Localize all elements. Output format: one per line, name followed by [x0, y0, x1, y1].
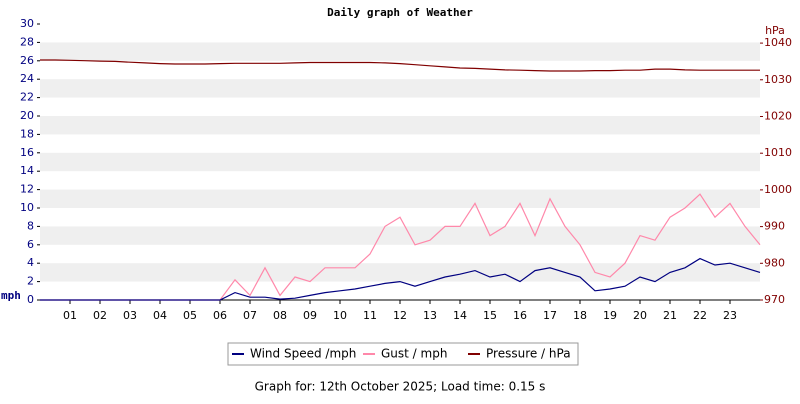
- x-tick-label: 16: [513, 309, 527, 322]
- y-tick-label: 22: [20, 91, 34, 104]
- legend-label: Wind Speed /mph: [250, 347, 356, 361]
- x-tick-label: 21: [663, 309, 677, 322]
- y-axis-label: mph: [1, 289, 21, 302]
- legend-label: Gust / mph: [381, 347, 447, 361]
- x-tick-label: 14: [453, 309, 467, 322]
- x-tick-label: 06: [213, 309, 227, 322]
- y-tick-label: 6: [27, 238, 34, 251]
- y-tick-label: 28: [20, 35, 34, 48]
- x-tick-label: 13: [423, 309, 437, 322]
- grid-band: [40, 116, 760, 135]
- chart-title: Daily graph of Weather: [327, 6, 473, 19]
- x-tick-label: 04: [153, 309, 167, 322]
- x-tick-label: 05: [183, 309, 197, 322]
- grid-band: [40, 189, 760, 208]
- y-tick-label: 30: [20, 17, 34, 30]
- x-tick-label: 18: [573, 309, 587, 322]
- y-tick-label: 18: [20, 127, 34, 140]
- series-line: [40, 257, 761, 301]
- y2-tick-label: 1020: [764, 109, 792, 122]
- y2-tick-label: 970: [764, 293, 785, 306]
- x-tick-label: 10: [333, 309, 347, 322]
- y-tick-label: 8: [27, 219, 34, 232]
- x-tick-label: 09: [303, 309, 317, 322]
- y-tick-label: 10: [20, 201, 34, 214]
- x-tick-label: 08: [273, 309, 287, 322]
- y2-tick-label: 1040: [764, 36, 792, 49]
- x-tick-label: 03: [123, 309, 137, 322]
- y2-tick-label: 1000: [764, 183, 792, 196]
- y-tick-label: 20: [20, 109, 34, 122]
- x-tick-label: 15: [483, 309, 497, 322]
- y2-tick-label: 980: [764, 256, 785, 269]
- x-tick-label: 19: [603, 309, 617, 322]
- x-tick-label: 02: [93, 309, 107, 322]
- y-tick-label: 14: [20, 164, 34, 177]
- legend-label: Pressure / hPa: [486, 347, 571, 361]
- x-tick-label: 23: [723, 309, 737, 322]
- y2-axis-label: hPa: [765, 24, 785, 37]
- x-tick-label: 11: [363, 309, 377, 322]
- grid-band: [40, 42, 760, 61]
- grid-band: [40, 263, 760, 282]
- y-tick-label: 2: [27, 275, 34, 288]
- x-tick-label: 17: [543, 309, 557, 322]
- grid-band: [40, 79, 760, 98]
- y-tick-label: 0: [27, 293, 34, 306]
- y2-tick-label: 990: [764, 220, 785, 233]
- y-tick-label: 12: [20, 183, 34, 196]
- x-tick-label: 12: [393, 309, 407, 322]
- series-line: [40, 59, 760, 72]
- y2-tick-label: 1010: [764, 146, 792, 159]
- series-line: [40, 193, 761, 301]
- y-tick-label: 16: [20, 146, 34, 159]
- grid-band: [40, 226, 760, 245]
- x-tick-label: 22: [693, 309, 707, 322]
- y2-tick-label: 1030: [764, 73, 792, 86]
- x-tick-label: 20: [633, 309, 647, 322]
- footer: Graph for: 12th October 2025; Load time:…: [255, 380, 546, 394]
- grid-band: [40, 152, 760, 172]
- x-tick-label: 07: [243, 309, 257, 322]
- x-tick-label: 01: [63, 309, 77, 322]
- y-tick-label: 26: [20, 54, 34, 67]
- legend-box: [227, 342, 579, 366]
- y-tick-label: 4: [27, 256, 34, 269]
- y-tick-label: 24: [20, 72, 34, 85]
